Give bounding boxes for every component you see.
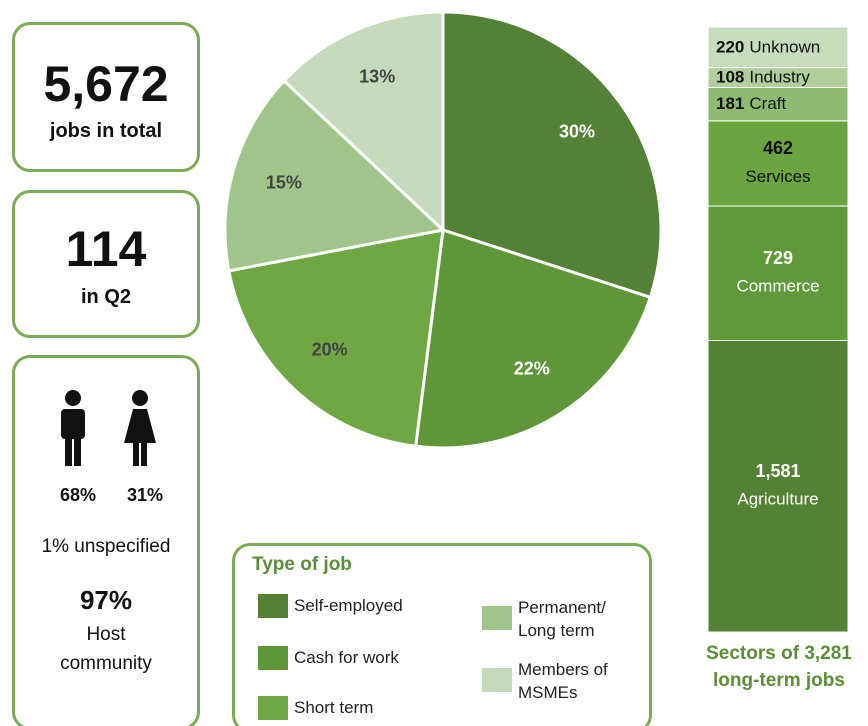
- segment-label: 220 Unknown: [716, 38, 820, 57]
- segment-name: Agriculture: [737, 490, 818, 509]
- segment-name: Craft: [749, 95, 786, 114]
- segment-name: Unknown: [749, 38, 820, 57]
- kpi-label: in Q2: [80, 286, 131, 308]
- legend-swatch: [482, 606, 512, 630]
- kpi-label: jobs in total: [49, 120, 163, 142]
- kpi-box: [12, 22, 200, 172]
- kpi-value: 114: [65, 221, 147, 277]
- bar-segment: [707, 205, 849, 341]
- kpi-box: [12, 355, 200, 726]
- segment-value: 108: [716, 68, 744, 87]
- bar-title: Sectors of 3,281 long-term jobs: [706, 643, 852, 691]
- host-label: Host community: [60, 624, 152, 674]
- slice-label: 22%: [514, 359, 550, 379]
- slice-label: 20%: [312, 340, 348, 360]
- segment-label: 181 Craft: [716, 95, 786, 114]
- bar-segment: [707, 120, 849, 207]
- legend-swatch: [258, 646, 288, 670]
- legend-swatch: [258, 696, 288, 720]
- legend-label: Members of MSMEs: [518, 660, 608, 702]
- slice-label: 30%: [559, 121, 595, 141]
- pie-slice: [281, 10, 445, 234]
- pie-slice: [227, 228, 445, 448]
- legend-label: Short term: [294, 698, 374, 717]
- slice-label: 13%: [359, 67, 395, 87]
- segment-value: 729: [763, 248, 793, 268]
- segment-name: Services: [745, 167, 810, 186]
- female-icon: [124, 390, 156, 466]
- kpi-box: [12, 190, 200, 338]
- kpi-value: 5,672: [43, 56, 169, 112]
- segment-value: 462: [763, 138, 793, 158]
- slice-label: 15%: [266, 173, 302, 193]
- legend-swatch: [482, 668, 512, 692]
- male-share: 68%: [59, 485, 97, 505]
- bar-segment: [707, 86, 849, 122]
- segment-value: 181: [716, 95, 744, 114]
- pie-slice: [414, 228, 653, 450]
- bar-segment: [707, 339, 849, 633]
- segment-label: 108 Industry: [716, 68, 810, 87]
- legend-label: Permanent/ Long term: [518, 598, 606, 640]
- legend-title: Type of job: [252, 554, 352, 575]
- pie-slice: [441, 10, 663, 300]
- female-share: 31%: [126, 485, 164, 505]
- pie-slice: [223, 78, 447, 273]
- legend-label: Cash for work: [294, 648, 399, 667]
- unspecified: 1% unspecified: [41, 536, 171, 557]
- segment-value: 1,581: [755, 461, 800, 481]
- legend-swatch: [258, 594, 288, 618]
- legend-label: Self-employed: [294, 596, 403, 615]
- male-icon: [61, 390, 85, 466]
- segment-name: Commerce: [736, 277, 819, 296]
- host-value: 97%: [79, 585, 133, 615]
- legend-box: [232, 543, 652, 726]
- segment-value: 220: [716, 38, 744, 57]
- segment-name: Industry: [749, 68, 810, 87]
- bar-segment: [707, 26, 849, 69]
